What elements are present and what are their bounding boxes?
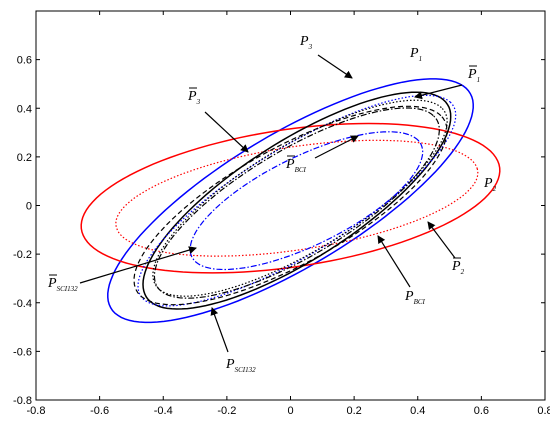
y-tick-label: -0.4 xyxy=(13,298,32,310)
x-tick-label: 0.4 xyxy=(410,405,425,417)
annotation: PSCI132 xyxy=(225,357,256,374)
annotation-main: P xyxy=(299,34,309,49)
arrow xyxy=(210,307,229,353)
annotation-sub: SCI132 xyxy=(57,285,79,293)
annotation: PBCI xyxy=(404,289,426,306)
annotation-sub: 2 xyxy=(493,185,497,193)
annotation: P1 xyxy=(409,46,422,63)
annotation-sub: 1 xyxy=(477,76,481,84)
annotation-main: P xyxy=(285,157,295,172)
x-tick-label: 0.8 xyxy=(537,405,550,417)
annotation-main: P xyxy=(451,259,461,274)
ellipse xyxy=(189,131,424,271)
ellipse xyxy=(80,122,501,274)
annotation-sub: 3 xyxy=(308,43,313,51)
annotation: PSCI132 xyxy=(47,276,78,293)
arrow xyxy=(314,135,359,159)
ellipse xyxy=(107,78,474,324)
ellipse xyxy=(137,94,457,307)
x-tick-label: -0.8 xyxy=(27,405,46,417)
annotation-main: P xyxy=(409,46,419,61)
annotation: P3 xyxy=(299,34,313,51)
x-tick-label: -0.6 xyxy=(90,405,109,417)
arrow xyxy=(317,54,353,79)
annotation-sub: BCI xyxy=(414,298,426,306)
y-tick-label: 0.2 xyxy=(17,152,32,164)
arrow xyxy=(79,246,197,284)
y-tick-label: 0.6 xyxy=(17,55,32,67)
annotation-main: P xyxy=(187,89,197,104)
annotation-sub: 3 xyxy=(196,98,201,106)
annotation-main: P xyxy=(483,176,493,191)
annotation-sub: SCI132 xyxy=(235,366,257,374)
annotation: P3 xyxy=(187,89,201,106)
x-tick-label: -0.4 xyxy=(154,405,173,417)
annotation-main: P xyxy=(467,67,477,82)
arrow xyxy=(377,235,411,288)
x-tick-label: 0.2 xyxy=(346,405,361,417)
y-tick-label: -0.2 xyxy=(13,249,32,261)
annotation-sub: 1 xyxy=(419,55,423,63)
annotation: PBCI xyxy=(285,157,307,174)
arrow xyxy=(427,221,456,259)
arrow xyxy=(204,111,249,153)
annotation: P2 xyxy=(483,176,497,193)
y-tick-label: -0.6 xyxy=(13,346,32,358)
x-tick-label: 0.6 xyxy=(474,405,489,417)
annotation-main: P xyxy=(225,357,235,372)
y-tick-label: -0.8 xyxy=(13,395,32,407)
annotation: P2 xyxy=(451,259,465,276)
annotation-main: P xyxy=(404,289,414,304)
ellipse xyxy=(133,105,448,306)
y-tick-label: 0 xyxy=(26,201,32,213)
annotation: P1 xyxy=(467,67,480,84)
y-tick-label: 0.4 xyxy=(17,103,32,115)
annotation-sub: BCI xyxy=(295,166,307,174)
x-tick-label: 0 xyxy=(287,405,293,417)
annotation-sub: 2 xyxy=(461,268,465,276)
x-tick-label: -0.2 xyxy=(217,405,236,417)
arrow xyxy=(414,84,463,100)
annotation-main: P xyxy=(47,276,57,291)
ellipse xyxy=(153,107,440,299)
